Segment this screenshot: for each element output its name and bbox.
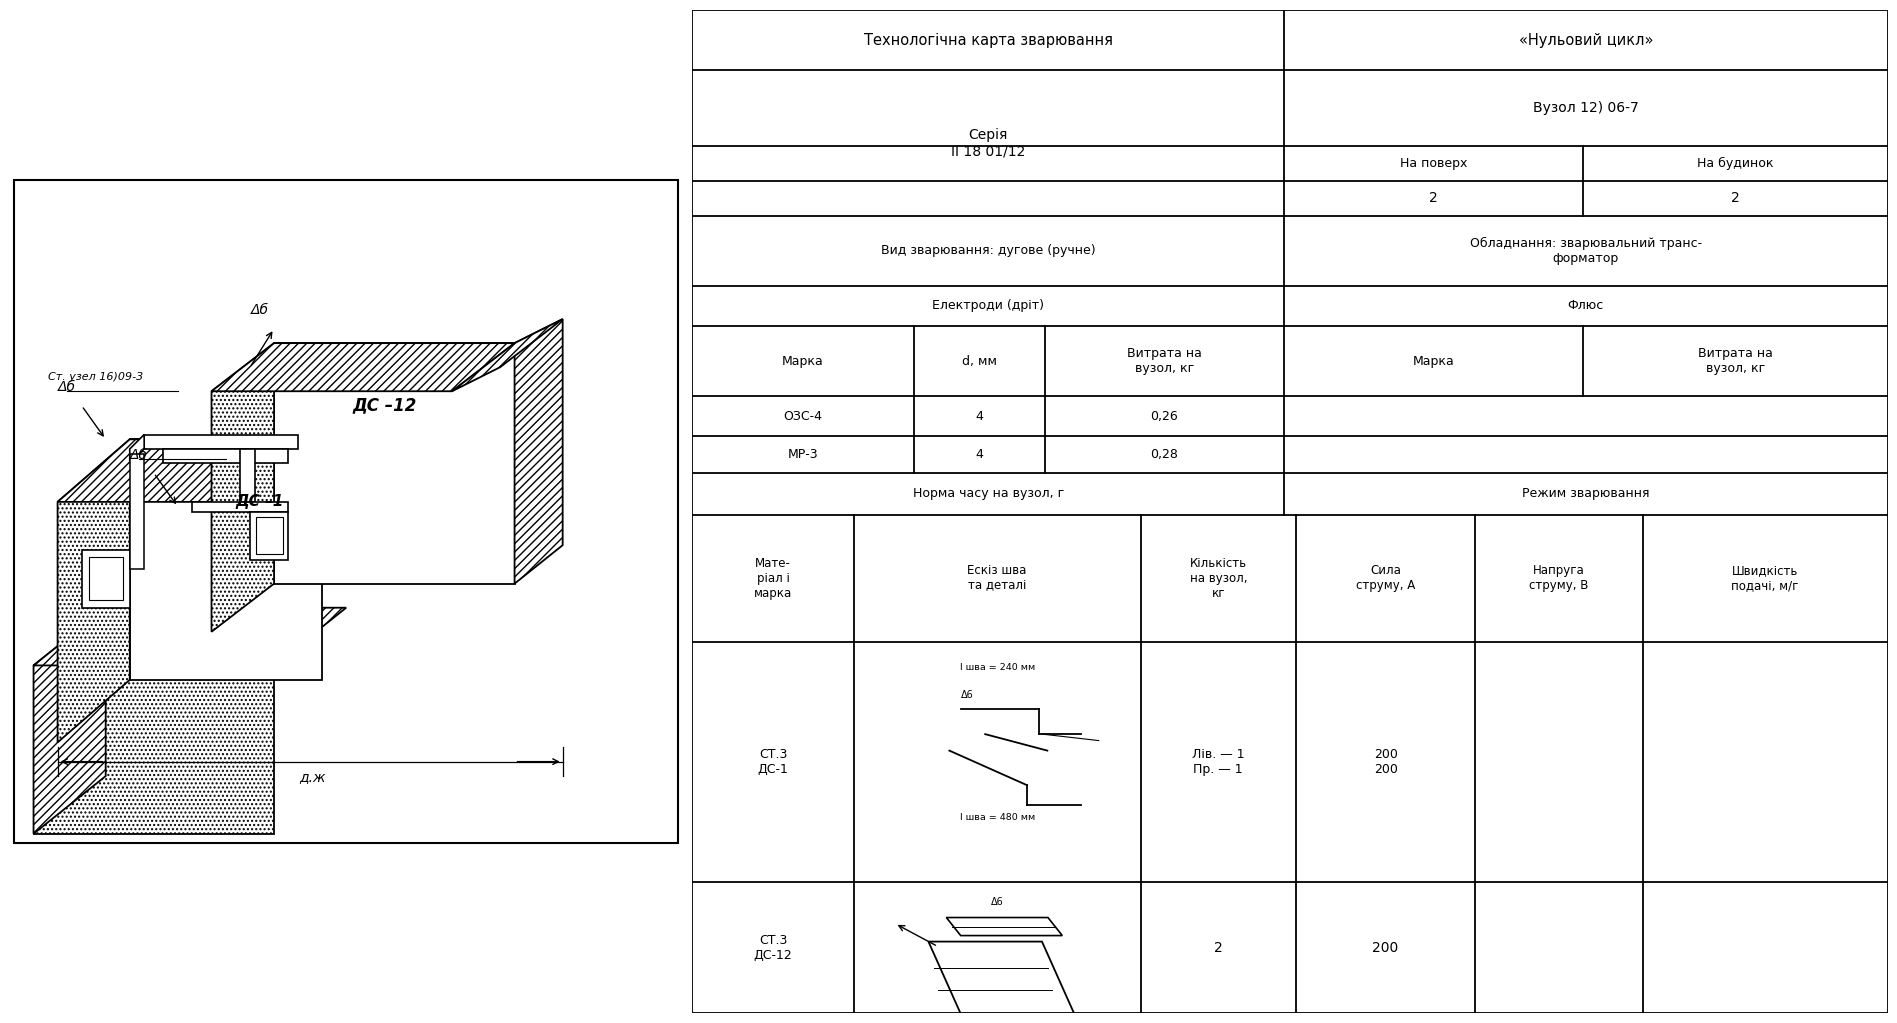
Text: Режим зварювання: Режим зварювання: [1521, 487, 1650, 500]
Text: Норма часу на вузол, г: Норма часу на вузол, г: [912, 487, 1064, 500]
Text: Марка: Марка: [782, 355, 823, 367]
Text: Витрата на
вузол, кг: Витрата на вузол, кг: [1698, 347, 1772, 375]
Text: СТ.3
ДС-12: СТ.3 ДС-12: [753, 934, 793, 962]
Text: 2: 2: [1730, 191, 1740, 206]
Polygon shape: [34, 608, 345, 665]
Text: 2: 2: [1214, 940, 1224, 954]
Text: Швидкість
подачі, м/г: Швидкість подачі, м/г: [1732, 564, 1798, 592]
Text: Марка: Марка: [1413, 355, 1455, 367]
Polygon shape: [129, 435, 144, 463]
Text: Δб: Δб: [250, 303, 269, 317]
Polygon shape: [928, 941, 1077, 1022]
Text: Δб: Δб: [131, 448, 148, 461]
Text: ДС –1: ДС –1: [235, 494, 285, 509]
Polygon shape: [211, 343, 273, 632]
Text: ДС –12: ДС –12: [353, 397, 417, 414]
Text: d, мм: d, мм: [962, 355, 996, 367]
Text: 0,26: 0,26: [1151, 410, 1178, 422]
Text: 4: 4: [975, 448, 983, 461]
Polygon shape: [129, 454, 144, 569]
Text: Витрата на
вузол, кг: Витрата на вузол, кг: [1127, 347, 1203, 375]
Polygon shape: [34, 665, 273, 834]
Text: Флюс: Флюс: [1567, 300, 1603, 312]
Text: д.ж: д.ж: [300, 770, 326, 784]
Text: 200
200: 200 200: [1373, 748, 1398, 776]
Polygon shape: [211, 343, 514, 391]
Text: Мате-
ріал і
марка: Мате- ріал і марка: [753, 557, 793, 599]
Text: Δб: Δб: [59, 381, 76, 394]
Text: 4: 4: [975, 410, 983, 422]
Text: Серія
ІІ 18 01/12: Серія ІІ 18 01/12: [950, 128, 1026, 159]
Text: 2: 2: [1428, 191, 1438, 206]
Text: Технологічна карта зварювання: Технологічна карта зварювання: [863, 33, 1114, 48]
Text: Електроди (дріт): Електроди (дріт): [931, 300, 1043, 312]
Polygon shape: [451, 319, 563, 391]
Text: На поверх: На поверх: [1400, 157, 1466, 170]
Text: l шва = 240 мм: l шва = 240 мм: [960, 663, 1034, 672]
Text: «Нульовий цикл»: «Нульовий цикл»: [1519, 33, 1652, 48]
Text: Δ6: Δ6: [962, 691, 973, 701]
Text: Обладнання: зварювальний транс-
форматор: Обладнання: зварювальний транс- форматор: [1470, 236, 1702, 265]
Text: Ескіз шва
та деталі: Ескіз шва та деталі: [967, 564, 1026, 592]
Polygon shape: [250, 512, 288, 560]
Polygon shape: [144, 435, 298, 449]
Text: Кількість
на вузол,
кг: Кількість на вузол, кг: [1189, 557, 1246, 599]
Polygon shape: [57, 439, 129, 743]
Text: 200: 200: [1372, 940, 1398, 954]
Polygon shape: [273, 343, 514, 584]
Text: На будинок: На будинок: [1698, 157, 1774, 170]
Polygon shape: [82, 550, 129, 608]
Text: l шва = 480 мм: l шва = 480 мм: [960, 813, 1034, 821]
Text: Вид зварювання: дугове (ручне): Вид зварювання: дугове (ручне): [880, 244, 1095, 258]
Text: Сила
струму, А: Сила струму, А: [1356, 564, 1415, 592]
Polygon shape: [256, 518, 283, 553]
Polygon shape: [241, 449, 254, 502]
Text: Δ6: Δ6: [990, 897, 1004, 906]
Text: МР-3: МР-3: [787, 448, 818, 461]
Polygon shape: [514, 319, 563, 584]
Text: СТ.3
ДС-1: СТ.3 ДС-1: [757, 748, 789, 776]
Polygon shape: [192, 502, 288, 512]
Polygon shape: [57, 439, 322, 502]
Text: ОЗС-4: ОЗС-4: [783, 410, 823, 422]
Text: Ст. узел 16)09-3: Ст. узел 16)09-3: [47, 371, 142, 382]
Polygon shape: [129, 439, 322, 680]
Text: Вузол 12) 06-7: Вузол 12) 06-7: [1533, 101, 1639, 115]
Text: 0,28: 0,28: [1151, 448, 1178, 461]
Polygon shape: [947, 918, 1062, 936]
Text: Лів. — 1
Пр. — 1: Лів. — 1 Пр. — 1: [1191, 748, 1244, 776]
Polygon shape: [163, 449, 288, 463]
Text: Напруга
струму, В: Напруга струму, В: [1529, 564, 1588, 592]
Polygon shape: [89, 558, 123, 601]
Polygon shape: [34, 608, 106, 834]
